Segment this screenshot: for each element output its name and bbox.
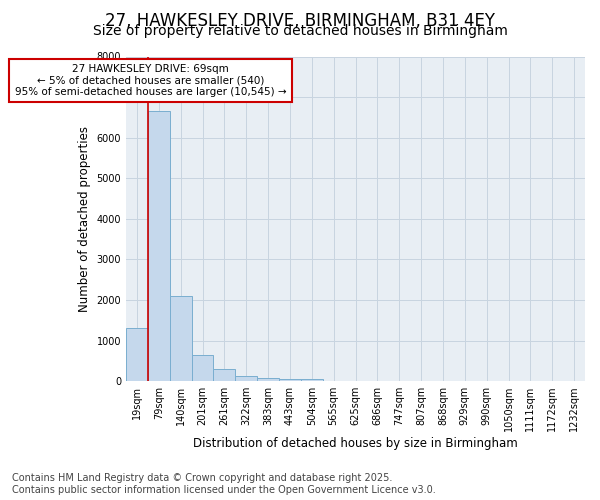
Bar	[170, 296, 191, 381]
Bar	[235, 376, 257, 381]
Text: Contains HM Land Registry data © Crown copyright and database right 2025.
Contai: Contains HM Land Registry data © Crown c…	[12, 474, 436, 495]
Text: 27 HAWKESLEY DRIVE: 69sqm
← 5% of detached houses are smaller (540)
95% of semi-: 27 HAWKESLEY DRIVE: 69sqm ← 5% of detach…	[14, 64, 286, 97]
Y-axis label: Number of detached properties: Number of detached properties	[78, 126, 91, 312]
Bar	[257, 378, 279, 381]
Bar	[148, 112, 170, 381]
Bar	[301, 379, 323, 381]
Bar	[214, 368, 235, 381]
Bar	[126, 328, 148, 381]
Bar	[279, 378, 301, 381]
X-axis label: Distribution of detached houses by size in Birmingham: Distribution of detached houses by size …	[193, 437, 518, 450]
Text: 27, HAWKESLEY DRIVE, BIRMINGHAM, B31 4EY: 27, HAWKESLEY DRIVE, BIRMINGHAM, B31 4EY	[105, 12, 495, 30]
Text: Size of property relative to detached houses in Birmingham: Size of property relative to detached ho…	[92, 24, 508, 38]
Bar	[191, 354, 214, 381]
